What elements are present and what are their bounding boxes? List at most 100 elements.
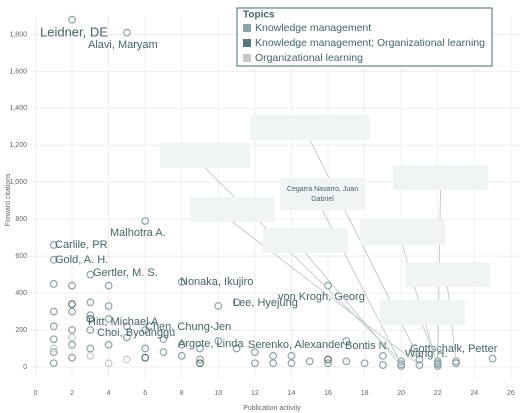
point [49,348,58,357]
point [68,353,76,362]
point [397,362,406,370]
label-box [380,300,465,325]
point [196,355,204,364]
legend-swatch [243,54,251,62]
y-tick-label: 1,800 [9,31,27,38]
point [104,281,113,290]
point [141,217,150,225]
y-tick-label: 1,400 [9,105,27,112]
legend-box [236,7,493,67]
label-box [160,143,250,168]
point [86,344,95,353]
point-label: Alavi, Maryam [88,39,158,51]
point [49,241,58,249]
point [324,359,332,368]
x-tick-label: 0 [34,390,38,397]
point [342,337,351,345]
point [123,322,131,331]
point [305,357,314,366]
point [196,344,204,353]
point [86,298,95,307]
point [49,335,58,344]
point [159,348,168,357]
point-label: Gold, A. H. [55,254,108,266]
point [342,357,351,366]
point-label: Lee, Hyejung [233,297,298,309]
point [49,322,58,331]
point [123,28,131,37]
legend-swatch [243,24,251,32]
point [177,351,186,360]
label-box [280,178,365,210]
point [49,255,58,264]
point [68,340,76,349]
legend-label: Knowledge management; Organizational lea… [255,37,485,49]
y-tick-label: 0 [23,364,27,371]
y-tick-label: 400 [15,290,27,297]
point-label: Cegarra Navarro, Juan Gabriel [287,186,358,203]
point-label: Nonaka, Ikujiro [180,276,253,288]
point [214,302,223,310]
point [141,326,150,334]
point [141,353,150,362]
point [123,333,131,342]
point [141,344,150,353]
point [214,337,223,345]
point-label: von Krogh, Georg [278,291,365,303]
x-tick-label: 22 [434,390,442,397]
label-box [360,220,445,245]
x-tick-label: 26 [507,390,515,397]
point-label: Choi, Byounggu [97,327,175,339]
y-tick-label: 200 [15,327,27,334]
point-label: Hitt, Michael A [88,316,159,328]
point [287,359,296,368]
x-tick-label: 14 [288,390,296,397]
point [104,359,113,368]
point [123,355,131,364]
point [324,355,332,364]
point-label: Wang H. [405,348,447,360]
point [232,344,241,353]
legend-swatch [243,39,251,47]
label-box [393,165,488,190]
point [86,314,95,323]
x-tick-label: 8 [180,390,184,397]
point [49,359,58,368]
point [378,361,387,369]
x-axis-title: Publication activity [243,405,301,412]
point-label: Malhotra A. [110,227,166,239]
label-box [190,197,275,222]
point [250,348,259,357]
y-tick-label: 1,600 [9,68,27,75]
point [104,302,113,310]
point [232,298,241,307]
point-label: Leidner, DE [40,24,108,39]
point-label: Serenko, Alexander [248,339,344,351]
y-tick-label: 1,000 [9,179,27,186]
point [378,351,387,360]
point [68,281,76,290]
point [49,307,58,316]
x-tick-label: 6 [143,390,147,397]
x-tick-label: 4 [107,390,111,397]
point-label: Chen, Chung-Jen [145,321,231,333]
point [68,326,76,334]
point [49,344,58,353]
x-tick-label: 24 [470,390,478,397]
point [68,333,76,342]
y-tick-label: 600 [15,253,27,260]
label-box [263,228,348,253]
point [49,279,58,288]
point [68,300,76,309]
point [68,15,76,24]
x-tick-label: 2 [70,390,74,397]
y-tick-label: 1,200 [9,142,27,149]
point [415,355,424,364]
point [104,314,113,323]
x-tick-label: 20 [397,390,405,397]
point [415,361,424,369]
point [104,340,113,349]
point [196,359,204,368]
point [488,354,497,363]
